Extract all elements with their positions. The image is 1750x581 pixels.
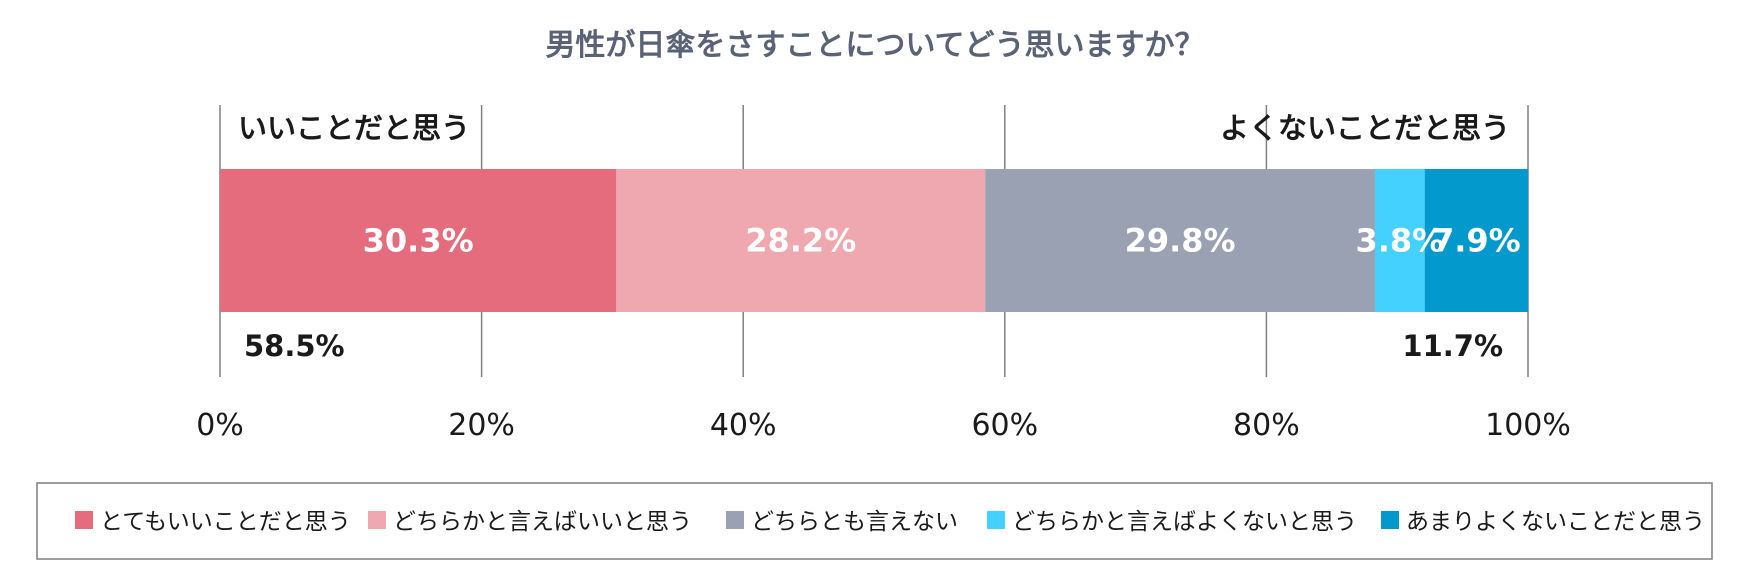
legend-swatch — [368, 511, 386, 529]
bar-data-label: 3.8% — [1355, 222, 1444, 260]
bar-segment-2 — [616, 169, 986, 312]
legend-label: あまりよくないことだと思う — [1406, 509, 1705, 535]
bar-segment-5 — [1424, 169, 1528, 312]
legend-label: どちらかと言えばいいと思う — [393, 509, 692, 535]
legend-swatch — [1381, 511, 1399, 529]
bar-segment-3 — [985, 169, 1375, 312]
bar-data-label: 28.2% — [745, 222, 856, 260]
x-axis-ticks: 0% 20% 40% 60% 80% 100% — [196, 408, 1571, 443]
x-tick-label: 80% — [1233, 408, 1300, 443]
legend-label: どちらかと言えばよくないと思う — [1012, 509, 1357, 535]
legend-label: どちらとも言えない — [751, 509, 958, 535]
bar-data-label: 7.9% — [1432, 222, 1521, 260]
legend-swatch — [987, 511, 1005, 529]
x-tick-label: 0% — [196, 408, 244, 443]
legend-box — [36, 482, 1713, 560]
legend-swatch — [726, 511, 744, 529]
legend-swatch — [75, 511, 93, 529]
positive-group-total: 58.5% — [244, 329, 345, 363]
x-tick-label: 20% — [448, 408, 515, 443]
bar-segments — [220, 169, 1528, 312]
x-tick-label: 40% — [710, 408, 777, 443]
bar-data-label: 30.3% — [363, 222, 474, 260]
legend-label: とてもいいことだと思う — [100, 509, 351, 535]
x-tick-label: 60% — [971, 408, 1038, 443]
x-tick-label: 100% — [1485, 408, 1571, 443]
negative-group-total: 11.7% — [1402, 329, 1503, 363]
legend: とてもいいことだと思う どちらかと言えばいいと思う どちらとも言えない どちらかと言え… — [75, 509, 1705, 535]
bar-data-label: 29.8% — [1125, 222, 1236, 260]
bar-segment-4 — [1374, 169, 1425, 312]
bar-segment-1 — [220, 169, 617, 312]
negative-group-label: よくないことだと思う — [1220, 111, 1510, 145]
bar-data-labels: 30.3% 28.2% 29.8% 3.8%7.9% — [363, 222, 1521, 260]
positive-group-label: いいことだと思う — [238, 111, 470, 145]
chart-title: 男性が日傘をさすことについてどう思いますか？ — [545, 28, 1204, 63]
